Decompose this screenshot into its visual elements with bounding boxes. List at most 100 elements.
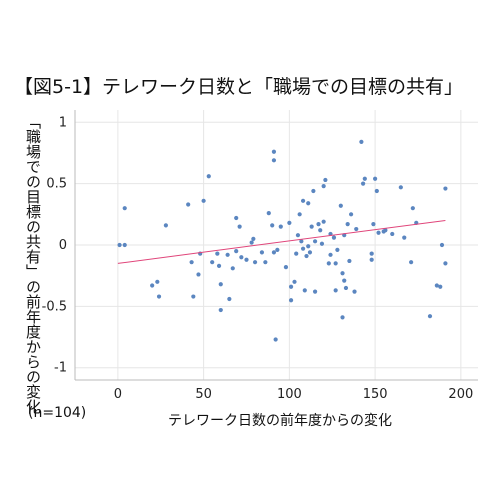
data-point — [434, 283, 439, 288]
y-tick-label: -0.5 — [42, 299, 67, 314]
data-point — [302, 288, 307, 293]
data-point — [266, 210, 271, 216]
data-point — [234, 249, 239, 254]
data-point — [371, 222, 376, 227]
data-point — [249, 240, 254, 245]
data-point — [338, 203, 343, 208]
y-tick-label: 0 — [59, 238, 67, 253]
data-point — [343, 285, 349, 291]
data-point — [340, 271, 345, 276]
data-point — [306, 244, 311, 249]
data-point — [288, 298, 294, 303]
data-point — [312, 289, 318, 294]
data-point — [309, 224, 314, 229]
data-point — [373, 176, 378, 181]
data-point — [319, 241, 325, 246]
data-point — [163, 223, 168, 228]
data-point — [270, 223, 275, 228]
data-point — [297, 212, 302, 217]
chart-title: 【図5-1】テレワーク日数と「職場での目標の共有」 — [14, 76, 464, 98]
data-point — [348, 212, 354, 217]
data-point — [369, 251, 374, 256]
data-point — [361, 181, 366, 186]
data-point — [328, 252, 333, 257]
data-point — [300, 198, 306, 203]
x-tick-label: 150 — [363, 387, 388, 402]
y-tick-label: 1 — [59, 115, 67, 130]
data-point — [263, 260, 268, 265]
y-tick-label: -1 — [54, 361, 67, 376]
data-point — [345, 222, 350, 227]
x-tick-label: 200 — [448, 387, 473, 402]
data-point — [189, 260, 194, 265]
data-point — [251, 236, 256, 241]
data-point — [206, 174, 211, 179]
data-point — [196, 272, 201, 277]
data-point — [227, 296, 232, 302]
data-point — [439, 242, 445, 248]
data-point — [239, 255, 244, 260]
data-point — [347, 258, 352, 264]
x-axis-label: テレワーク日数の前年度からの変化 — [168, 413, 392, 429]
data-point — [122, 206, 127, 211]
sample-size-note: (n=104) — [28, 405, 87, 421]
data-point — [288, 284, 294, 289]
data-point — [259, 250, 265, 255]
data-point — [409, 260, 414, 265]
data-point — [244, 257, 249, 262]
data-point — [215, 251, 220, 256]
data-point — [252, 260, 258, 265]
data-point — [390, 231, 395, 237]
data-point — [117, 242, 122, 248]
data-point — [271, 158, 277, 163]
data-point — [186, 202, 191, 207]
data-point — [299, 239, 304, 244]
data-point — [398, 185, 403, 190]
data-point — [354, 226, 359, 232]
data-point — [150, 283, 155, 288]
data-point — [295, 233, 301, 238]
data-point — [376, 230, 381, 235]
data-point — [410, 206, 415, 211]
data-point — [304, 253, 309, 259]
data-point — [340, 315, 345, 320]
data-point — [333, 288, 338, 293]
y-tick-label: 0.5 — [46, 177, 67, 192]
data-point — [271, 250, 277, 255]
data-point — [275, 247, 280, 253]
data-point — [312, 239, 318, 244]
data-point — [218, 307, 223, 313]
data-point — [307, 250, 313, 255]
data-point — [359, 139, 364, 145]
trend-line-group — [117, 219, 446, 264]
data-point — [230, 266, 235, 271]
data-point — [287, 220, 292, 226]
data-point — [122, 242, 127, 248]
data-point — [300, 246, 306, 251]
data-point — [283, 264, 289, 270]
data-point — [321, 219, 326, 224]
data-point — [443, 186, 448, 191]
x-tick-label: 50 — [195, 387, 212, 402]
data-point — [278, 224, 283, 229]
data-point — [323, 177, 328, 183]
tick-labels: 0 50 100 150 200 1 0.5 0 -0.5 -1 — [42, 115, 474, 402]
data-point — [210, 260, 215, 265]
x-tick-label: 100 — [277, 387, 302, 402]
data-point — [234, 215, 239, 221]
data-point — [342, 278, 347, 283]
data-point — [294, 251, 299, 256]
grid-lines — [75, 110, 478, 380]
data-point — [443, 261, 448, 266]
data-point — [369, 257, 374, 262]
data-point — [316, 222, 321, 227]
data-point — [216, 263, 222, 268]
data-point — [326, 261, 331, 266]
data-point — [402, 235, 407, 240]
data-point — [306, 201, 311, 206]
data-point — [218, 282, 223, 287]
data-point — [155, 279, 160, 284]
data-point — [335, 247, 340, 253]
trend-line — [117, 219, 446, 264]
data-point — [427, 314, 433, 319]
